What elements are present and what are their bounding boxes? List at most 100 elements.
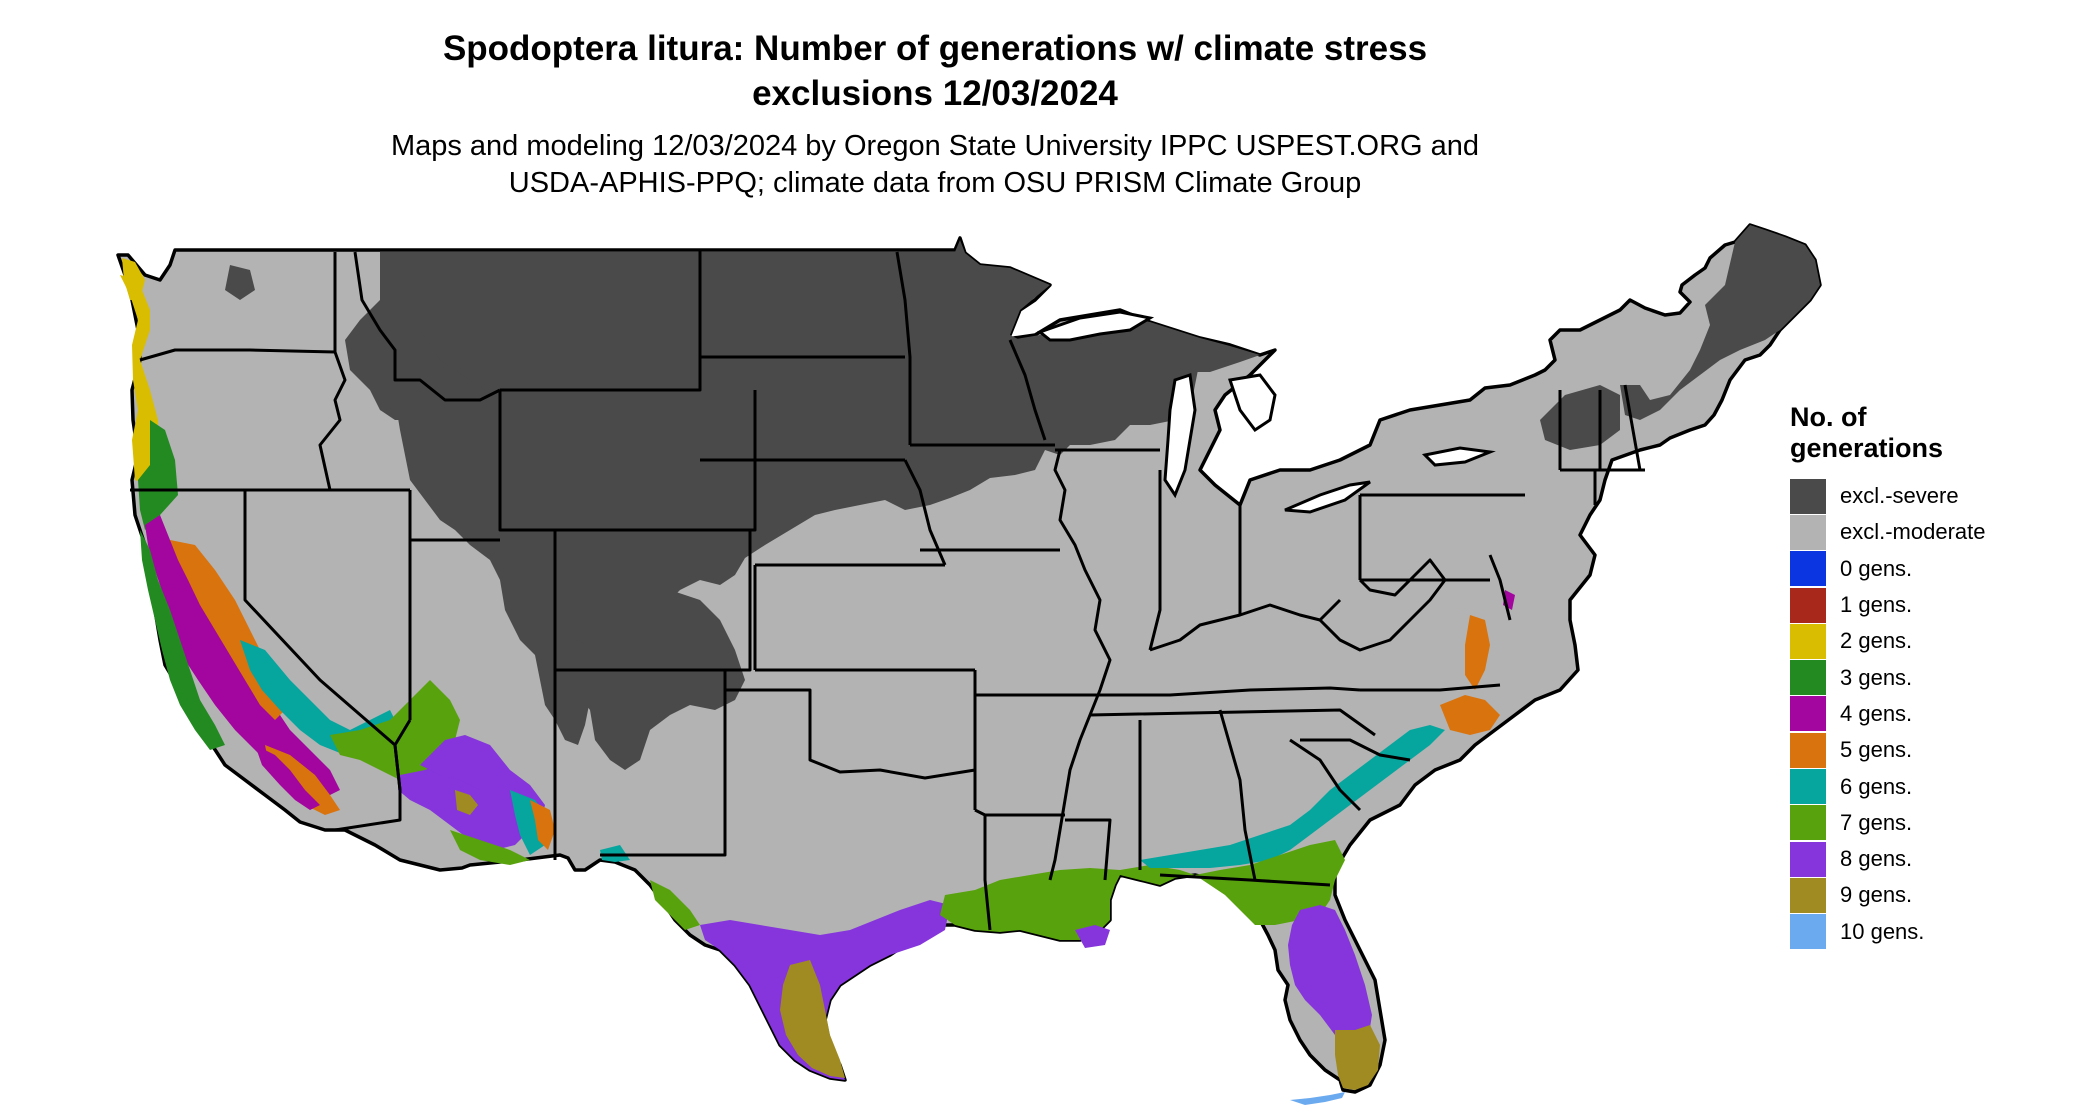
border-wv-va (1318, 558, 1447, 652)
legend-item-1-gens: 1 gens. (1790, 587, 1986, 623)
border-ga-sc (1289, 738, 1362, 812)
border-nm-co (600, 530, 752, 857)
legend-swatch (1790, 805, 1826, 841)
map-title-line-1: Spodoptera litura: Number of generations… (442, 29, 1428, 68)
border-ca-az (334, 719, 412, 832)
map-subtitle-line-2: USDA-APHIS-PPQ; climate data from OSU PR… (508, 167, 1362, 199)
border-nh-me (1623, 384, 1642, 471)
zone-9-gens-south-texas (780, 960, 845, 1078)
border-sc-nc (1300, 738, 1411, 762)
border-md-de-nj (1488, 554, 1512, 621)
border-mt-wy (500, 250, 702, 392)
legend-item-3-gens: 3 gens. (1790, 659, 1986, 696)
severe-exclusion-maine-vermont (1620, 225, 1820, 420)
legend-label: excl.-moderate (1840, 519, 1986, 545)
zone-10-gens-keys (1290, 1092, 1345, 1105)
border-al-ga (1218, 709, 1257, 881)
zone-7-gens-texas-border (650, 880, 700, 930)
severe-exclusion-washington-cascades (225, 265, 255, 300)
map-subtitle: Maps and modeling 12/03/2024 by Oregon S… (0, 128, 1870, 202)
border-wa-or (139, 348, 336, 362)
legend-label: 8 gens. (1840, 846, 1913, 872)
legend-label: 2 gens. (1840, 628, 1913, 654)
legend-title-line-1: No. of (1790, 402, 1867, 432)
zone-9-gens-arizona (455, 790, 478, 815)
legend-swatch (1790, 660, 1826, 696)
legend-label: 1 gens. (1840, 592, 1913, 618)
zone-7-gens-mojave (330, 680, 460, 780)
lake-superior (1036, 310, 1155, 342)
legend-swatch (1790, 587, 1826, 623)
zone-5-gens-socal (265, 745, 340, 815)
legend-swatch (1790, 877, 1826, 913)
legend-label: 10 gens. (1840, 918, 1925, 944)
lake-michigan (1163, 373, 1197, 499)
severe-exclusion-upper-michigan (1010, 315, 1260, 420)
legend-swatch (1790, 551, 1826, 587)
legend-swatch (1790, 623, 1826, 659)
lake-erie (1284, 480, 1371, 514)
border-fl-panhandle (1159, 873, 1331, 887)
map-title-line-2: exclusions 12/03/2024 (752, 74, 1118, 113)
legend: No. of generations excl.-severe excl.-mo… (1790, 402, 1986, 950)
legend-item-4-gens: 4 gens. (1790, 696, 1986, 732)
border-tn-south (1089, 708, 1376, 737)
zone-7-gens-gulf-coast (940, 865, 1195, 940)
legend-title: No. of generations (1790, 402, 1986, 464)
map-subtitle-line-1: Maps and modeling 12/03/2024 by Oregon S… (390, 130, 1480, 162)
zone-8-gens-florida (1288, 905, 1372, 1045)
zone-4-gens-socal-coast (255, 745, 320, 810)
legend-item-0-gens: 0 gens. (1790, 551, 1986, 587)
zone-3-gens-north-california (138, 420, 178, 530)
border-ky-oh (1149, 598, 1342, 652)
legend-label: 4 gens. (1840, 700, 1913, 726)
legend-item-excl-severe: excl.-severe (1790, 478, 1986, 514)
zone-5-gens-arizona-east (530, 800, 555, 850)
border-id-west (318, 252, 347, 491)
border-ok-tx (725, 688, 976, 780)
legend-item-2-gens: 2 gens. (1790, 623, 1986, 659)
legend-item-6-gens: 6 gens. (1790, 768, 1986, 805)
zone-5-gens-carolina-coast (1440, 695, 1500, 735)
border-tx-la (974, 808, 992, 931)
legend-swatch (1790, 769, 1826, 805)
zone-8-gens-louisiana (1075, 925, 1110, 948)
border-ne-ia (903, 459, 947, 566)
legend-label: 7 gens. (1840, 809, 1913, 835)
legend-item-8-gens: 8 gens. (1790, 841, 1986, 877)
severe-exclusion-sangre-de-cristo (560, 540, 605, 650)
legend-item-10-gens: 10 gens. (1790, 914, 1986, 950)
legend-swatch (1790, 514, 1826, 550)
map-title: Spodoptera litura: Number of generations… (0, 26, 1870, 116)
lake-huron (1228, 373, 1277, 433)
legend-label: 3 gens. (1840, 664, 1913, 690)
legend-title-line-2: generations (1790, 433, 1944, 463)
west-coast-generations (120, 258, 555, 865)
legend-item-5-gens: 5 gens. (1790, 732, 1986, 768)
border-la-ms (1065, 818, 1112, 881)
lake-ontario (1421, 446, 1496, 467)
legend-label: 6 gens. (1840, 773, 1913, 799)
legend-label: 0 gens. (1840, 555, 1913, 581)
state-borders (130, 250, 1645, 931)
legend-swatch (1790, 841, 1826, 877)
border-id-mt (353, 251, 501, 402)
border-mississippi-river (1048, 449, 1112, 881)
border-ky-tn (1095, 686, 1361, 697)
border-il-in (1148, 470, 1162, 651)
legend-swatch (1790, 478, 1826, 514)
zone-8-gens-texas-gulf (700, 900, 950, 1080)
legend-item-9-gens: 9 gens. (1790, 877, 1986, 913)
zone-2-gens-washington-coast (122, 258, 145, 300)
legend-item-7-gens: 7 gens. (1790, 805, 1986, 841)
legend-label: excl.-severe (1840, 483, 1959, 509)
border-mn-wi (1008, 339, 1047, 441)
legend-swatch (1790, 732, 1826, 768)
legend-swatch (1790, 914, 1826, 950)
legend-swatch (1790, 696, 1826, 732)
zone-5-gens-delmarva (1465, 615, 1490, 690)
zone-7-gens-arizona-south (450, 830, 530, 865)
zone-9-gens-south-florida (1335, 1025, 1380, 1090)
great-lakes (1036, 310, 1496, 514)
